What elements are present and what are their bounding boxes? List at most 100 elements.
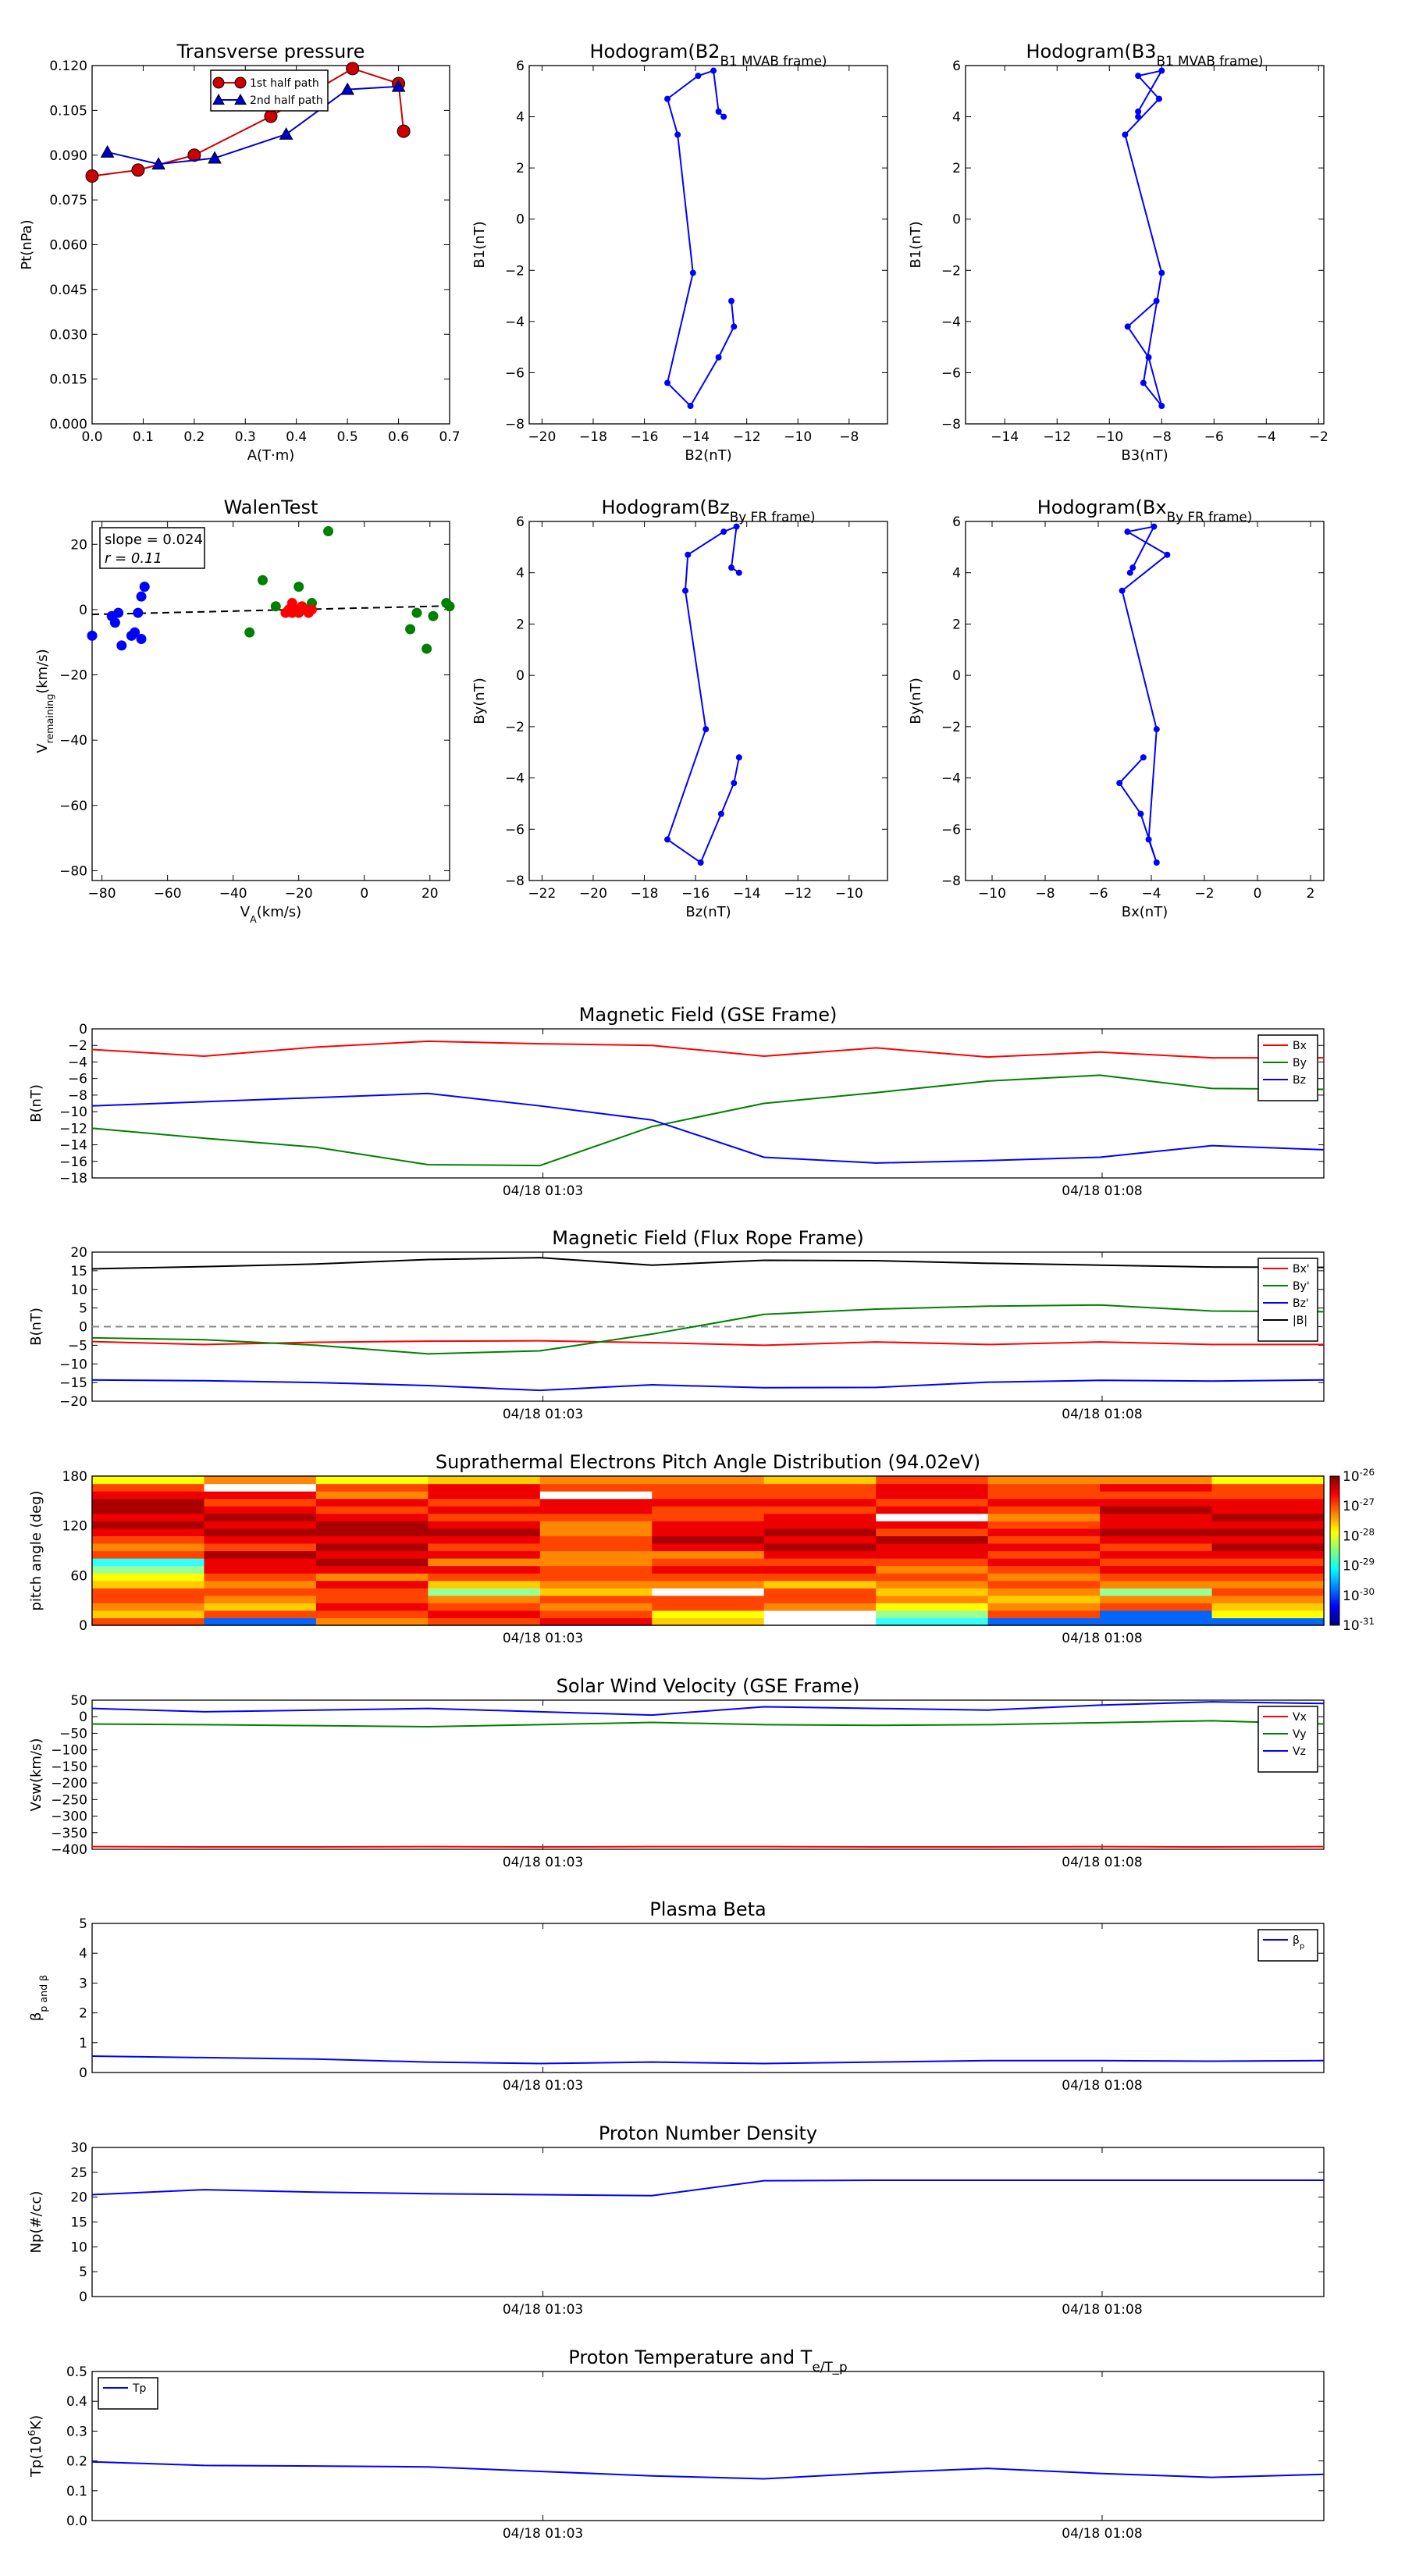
y-tick-label: −50	[59, 1726, 87, 1742]
data-point	[697, 859, 704, 866]
heatmap-cell	[763, 1580, 877, 1589]
data-point	[687, 403, 694, 410]
heatmap-cell	[652, 1513, 765, 1521]
data-point	[151, 157, 165, 170]
data-point	[1135, 109, 1142, 116]
heatmap-cell	[1100, 1521, 1213, 1529]
y-tick-label: 0	[79, 1320, 87, 1336]
data-point	[257, 575, 268, 585]
heatmap-cell	[763, 1542, 877, 1552]
y-axis-label: B(nT)	[28, 1084, 44, 1123]
heatmap-cell	[1100, 1565, 1213, 1574]
legend-frame	[1257, 1258, 1318, 1342]
x-tick-label: 0.0	[81, 429, 102, 445]
data-point	[1145, 354, 1152, 361]
y-tick-label: 0.030	[49, 327, 87, 343]
heatmap-cell	[1100, 1573, 1213, 1582]
heatmap-cell	[428, 1483, 541, 1492]
y-tick-label: 0.3	[66, 2424, 87, 2439]
heatmap-cell	[1100, 1595, 1213, 1603]
data-point	[1153, 859, 1160, 866]
heatmap-cell	[539, 1610, 653, 1619]
heatmap-cell	[539, 1550, 653, 1559]
x-tick-label: 0.3	[235, 429, 256, 445]
chart-title: Magnetic Field (Flux Rope Frame)	[552, 1227, 863, 1249]
heatmap-cell	[204, 1491, 317, 1500]
y-tick-label: −4	[941, 315, 961, 330]
y-tick-label: 0	[79, 1618, 87, 1634]
data-point	[346, 62, 360, 76]
legend-frame	[98, 2377, 158, 2410]
heatmap-cell	[1100, 1588, 1213, 1596]
chart-tp: Transverse pressure 0.0 0.1 0.2 0.3 0.4 0.5 0.6…	[19, 41, 461, 464]
data-point	[293, 582, 304, 592]
y-tick-label: 0	[952, 668, 961, 684]
chart-h3: Hodogram(BzBy FR frame)−22 −20 −18 −16 −14 −1…	[471, 496, 888, 920]
heatmap-cell	[315, 1617, 429, 1626]
series-line	[666, 69, 735, 407]
y-tick-label: 60	[70, 1568, 87, 1584]
series-line	[91, 2055, 1325, 2065]
data-point	[428, 610, 439, 621]
legend-label: Tp	[132, 2382, 147, 2395]
heatmap-cell	[652, 1610, 765, 1619]
legend-frame	[1257, 1929, 1318, 1962]
heatmap-cell	[539, 1535, 653, 1544]
data-point	[139, 582, 150, 592]
data-point	[735, 569, 742, 576]
chart-title: Proton Number Density	[599, 2122, 817, 2144]
data-point	[444, 601, 455, 612]
heatmap-cell	[92, 1558, 205, 1567]
heatmap-cell	[92, 1483, 205, 1492]
r-text: r = 0.11	[105, 550, 162, 567]
x-tick-label: 04/18 01:08	[1062, 1183, 1142, 1199]
heatmap-cell	[204, 1558, 317, 1567]
chart-h2: Hodogram(B3B1 MVAB frame) −14 −12 −10 −8 −6 −4…	[908, 41, 1329, 464]
x-tick-label: −8	[1035, 886, 1055, 902]
heatmap-cell	[987, 1617, 1101, 1626]
y-tick-label: 0	[79, 2290, 87, 2305]
heatmap-cell	[204, 1542, 317, 1552]
data-point	[264, 109, 278, 123]
data-point	[212, 93, 225, 105]
chart-vsw: Solar Wind Velocity (GSE Frame)−400−350−…	[28, 1675, 1325, 1870]
heatmap-cell	[1100, 1542, 1213, 1552]
chart-title: WalenTest	[224, 496, 318, 518]
y-tick-label: −8	[941, 417, 961, 432]
heatmap-cell	[315, 1595, 429, 1603]
y-tick-label: 0.105	[49, 103, 87, 119]
data-point	[728, 564, 735, 571]
heatmap-cell	[315, 1565, 429, 1574]
y-tick-label: 4	[952, 566, 961, 582]
chart-h4: Hodogram(BxBy FR frame) −10 −8 −6 −4 −2 0 2 −8 −6…	[908, 496, 1325, 920]
plot-frame	[91, 1699, 1325, 1850]
x-tick-label: −14	[681, 429, 710, 445]
x-tick-label: −2	[1309, 429, 1329, 445]
heatmap-cell	[539, 1528, 653, 1536]
x-tick-label: 20	[422, 886, 439, 902]
heatmap-cell	[1211, 1617, 1325, 1626]
y-tick-label: −6	[68, 1072, 87, 1087]
x-tick-label: −40	[219, 886, 247, 902]
x-tick-label: 04/18 01:03	[503, 2078, 583, 2094]
heatmap-cell	[987, 1565, 1101, 1574]
heatmap-cell	[1100, 1528, 1213, 1536]
heatmap-cell	[428, 1542, 541, 1552]
data-point	[1129, 564, 1136, 571]
heatmap-cell	[652, 1565, 765, 1574]
heatmap-cell	[539, 1483, 653, 1492]
y-tick-label: −300	[51, 1809, 87, 1825]
heatmap-cell	[763, 1550, 877, 1559]
chart-np: Proton Number Density 0 5 10 15 20 25 30 Np(#/cc…	[28, 2122, 1325, 2318]
chart-title: Plasma Beta	[649, 1898, 766, 1920]
data-point	[710, 67, 717, 74]
y-axis-label: Vsw(km/s)	[28, 1738, 44, 1812]
x-axis-label: A(T·m)	[247, 447, 295, 464]
heatmap-cell	[428, 1498, 541, 1507]
y-tick-label: 2	[952, 161, 961, 176]
data-point	[234, 93, 247, 105]
heatmap-cell	[763, 1558, 877, 1567]
heatmap-cell	[539, 1558, 653, 1567]
y-tick-label: −350	[51, 1826, 87, 1841]
data-point	[1135, 73, 1142, 80]
